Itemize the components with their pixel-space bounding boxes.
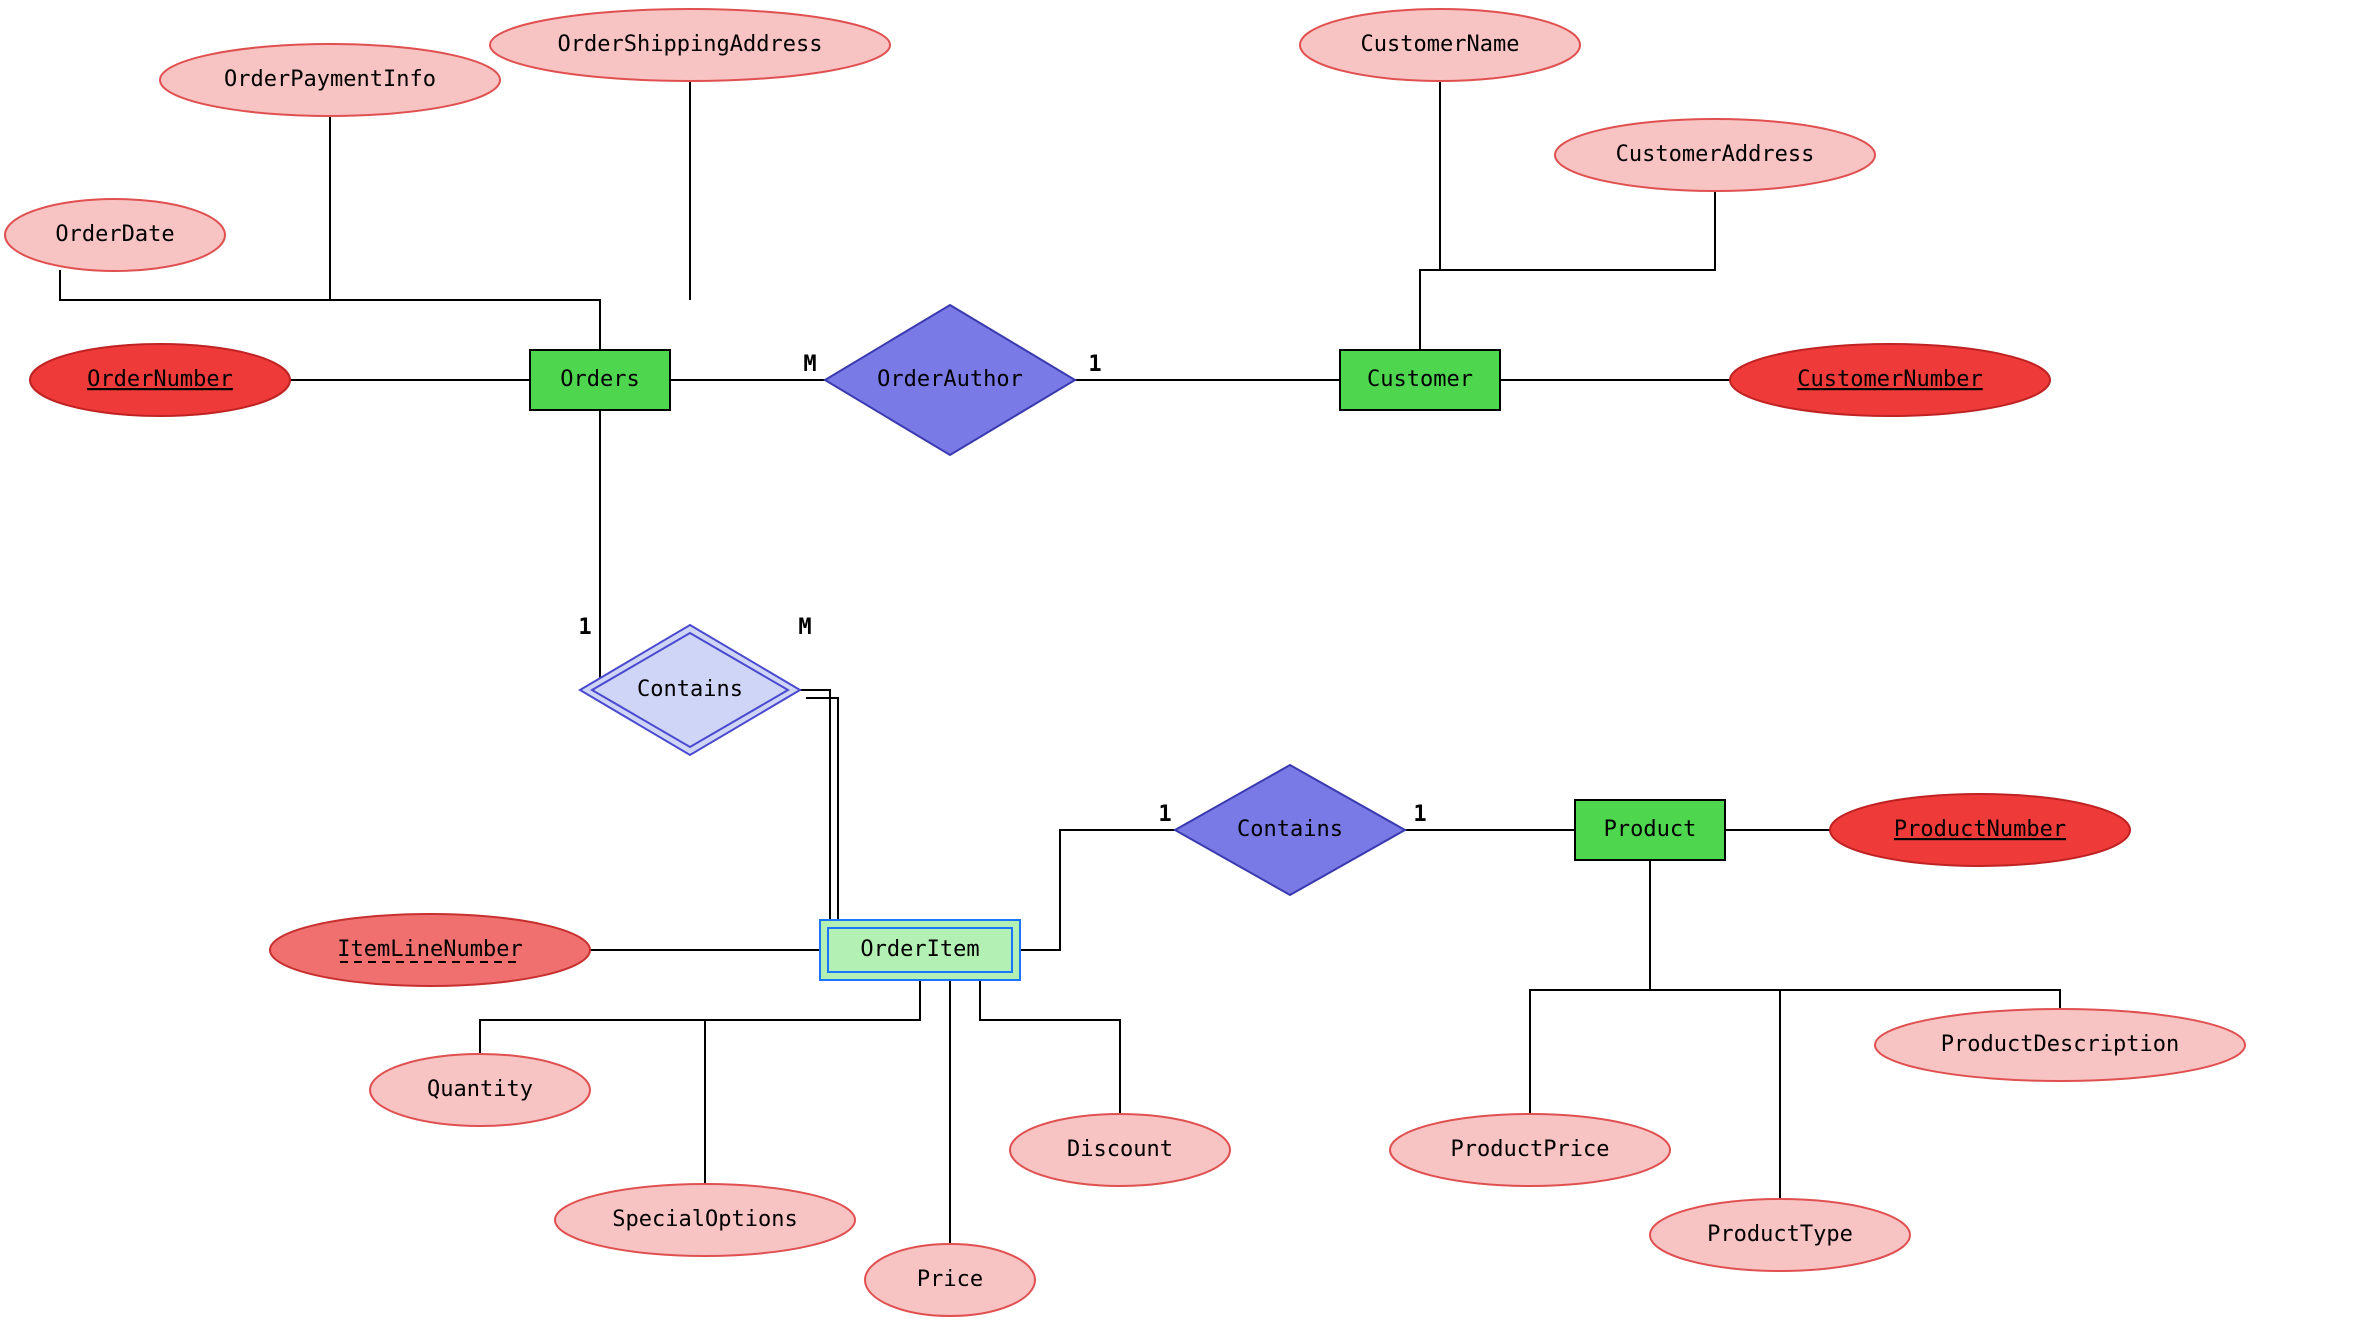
attribute-orderpaymentinfo: OrderPaymentInfo xyxy=(160,44,500,116)
attribute-itemlinenumber-label: ItemLineNumber xyxy=(337,937,522,962)
edge-orderitem-discount xyxy=(980,980,1120,1115)
edge-product-productdesc xyxy=(1650,990,2060,1010)
attribute-price-label: Price xyxy=(917,1267,983,1292)
attribute-productnumber: ProductNumber xyxy=(1830,794,2130,866)
attribute-specialoptions: SpecialOptions xyxy=(555,1184,855,1256)
attribute-producttype: ProductType xyxy=(1650,1199,1910,1271)
attribute-customername-label: CustomerName xyxy=(1361,32,1520,57)
attribute-quantity: Quantity xyxy=(370,1054,590,1126)
relationship-contains-product: Contains xyxy=(1175,765,1405,895)
attribute-specialoptions-label: SpecialOptions xyxy=(612,1207,797,1232)
cardinality-orders-contains: 1 xyxy=(578,615,591,640)
entity-product-label: Product xyxy=(1604,817,1697,842)
cardinality-orderitem-contains: M xyxy=(798,615,811,640)
cardinality-orderitem-contains2: 1 xyxy=(1158,802,1171,827)
relationship-contains-product-label: Contains xyxy=(1237,817,1343,842)
attribute-orderdate-label: OrderDate xyxy=(55,222,174,247)
relationship-contains-orderitem: Contains xyxy=(580,625,800,755)
attribute-productprice: ProductPrice xyxy=(1390,1114,1670,1186)
attribute-productdescription: ProductDescription xyxy=(1875,1009,2245,1081)
cardinality-customer-orderauthor: 1 xyxy=(1088,352,1101,377)
attribute-customernumber-label: CustomerNumber xyxy=(1797,367,1982,392)
edge-orderitem-quantity xyxy=(480,980,920,1055)
attribute-discount-label: Discount xyxy=(1067,1137,1173,1162)
attribute-customernumber: CustomerNumber xyxy=(1730,344,2050,416)
attribute-customeraddress-label: CustomerAddress xyxy=(1616,142,1815,167)
edge-contains-orderitem xyxy=(798,690,838,921)
attribute-productnumber-label: ProductNumber xyxy=(1894,817,2066,842)
cardinality-product-contains2: 1 xyxy=(1413,802,1426,827)
attribute-orderpaymentinfo-label: OrderPaymentInfo xyxy=(224,67,436,92)
edge-product-productprice xyxy=(1530,860,1650,1115)
attribute-ordershippingaddress: OrderShippingAddress xyxy=(490,9,890,81)
attribute-productprice-label: ProductPrice xyxy=(1451,1137,1610,1162)
attribute-quantity-label: Quantity xyxy=(427,1077,533,1102)
attribute-price: Price xyxy=(865,1244,1035,1316)
edge-customer-customername xyxy=(1420,81,1440,350)
relationship-orderauthor-label: OrderAuthor xyxy=(877,367,1023,392)
entity-orders: Orders xyxy=(530,350,670,410)
attribute-ordernumber: OrderNumber xyxy=(30,344,290,416)
edge-orderitem-contains2 xyxy=(1020,830,1175,950)
attribute-customername: CustomerName xyxy=(1300,9,1580,81)
cardinality-orders-orderauthor: M xyxy=(803,352,816,377)
entity-orderitem-label: OrderItem xyxy=(860,937,979,962)
attribute-producttype-label: ProductType xyxy=(1707,1222,1853,1247)
attribute-customeraddress: CustomerAddress xyxy=(1555,119,1875,191)
edge-customer-customeraddress xyxy=(1420,191,1715,270)
entity-customer-label: Customer xyxy=(1367,367,1473,392)
attribute-ordernumber-label: OrderNumber xyxy=(87,367,233,392)
entity-customer: Customer xyxy=(1340,350,1500,410)
er-diagram: OrderAuthor Contains Contains Orders Cus… xyxy=(0,0,2362,1339)
relationship-orderauthor: OrderAuthor xyxy=(825,305,1075,455)
attribute-discount: Discount xyxy=(1010,1114,1230,1186)
edge-product-producttype xyxy=(1650,990,1780,1200)
attribute-productdescription-label: ProductDescription xyxy=(1941,1032,2179,1057)
attribute-itemlinenumber: ItemLineNumber xyxy=(270,914,590,986)
attribute-orderdate: OrderDate xyxy=(5,199,225,271)
entity-product: Product xyxy=(1575,800,1725,860)
attribute-ordershippingaddress-label: OrderShippingAddress xyxy=(558,32,823,57)
entity-orderitem: OrderItem xyxy=(820,920,1020,980)
entity-orders-label: Orders xyxy=(560,367,639,392)
edge-orders-contains xyxy=(580,410,600,690)
relationship-contains-orderitem-label: Contains xyxy=(637,677,743,702)
